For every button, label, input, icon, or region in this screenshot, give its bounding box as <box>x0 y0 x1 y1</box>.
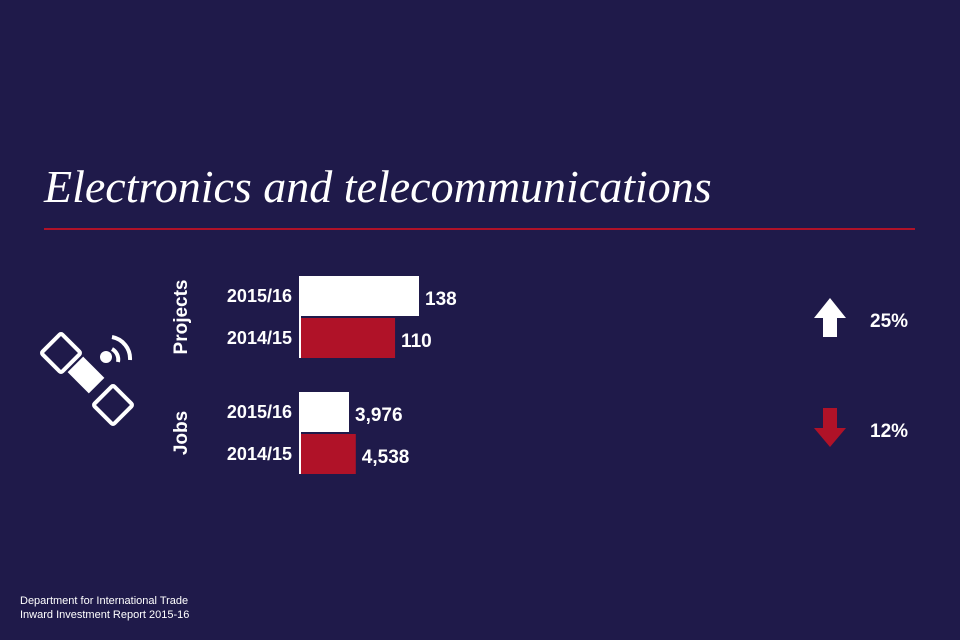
year-label: 2014/15 <box>227 444 292 464</box>
title-divider <box>44 228 915 230</box>
bar-jobs-2015-16 <box>301 392 349 432</box>
bar-projects-2014-15 <box>301 318 396 358</box>
footer: Department for International Trade Inwar… <box>20 594 189 622</box>
category-label-jobs: Jobs <box>171 411 192 455</box>
arrow-down-icon <box>814 408 846 447</box>
bar-projects-2015-16 <box>301 276 419 316</box>
year-label: 2015/16 <box>227 402 292 422</box>
page-title: Electronics and telecommunications <box>44 161 712 212</box>
year-label: 2015/16 <box>227 286 292 306</box>
value-label: 138 <box>425 289 457 310</box>
bar-jobs-2014-15 <box>301 434 356 474</box>
year-label: 2014/15 <box>227 328 292 348</box>
value-label: 3,976 <box>355 405 403 426</box>
change-label: 25% <box>870 311 908 332</box>
change-label: 12% <box>870 421 908 442</box>
value-label: 110 <box>401 331 432 352</box>
category-label-projects: Projects <box>171 280 192 355</box>
satellite-icon <box>40 332 134 426</box>
footer-line-2: Inward Investment Report 2015-16 <box>20 609 190 621</box>
footer-line-1: Department for International Trade <box>20 595 189 607</box>
value-label: 4,538 <box>362 447 410 468</box>
arrow-up-icon <box>814 298 846 337</box>
